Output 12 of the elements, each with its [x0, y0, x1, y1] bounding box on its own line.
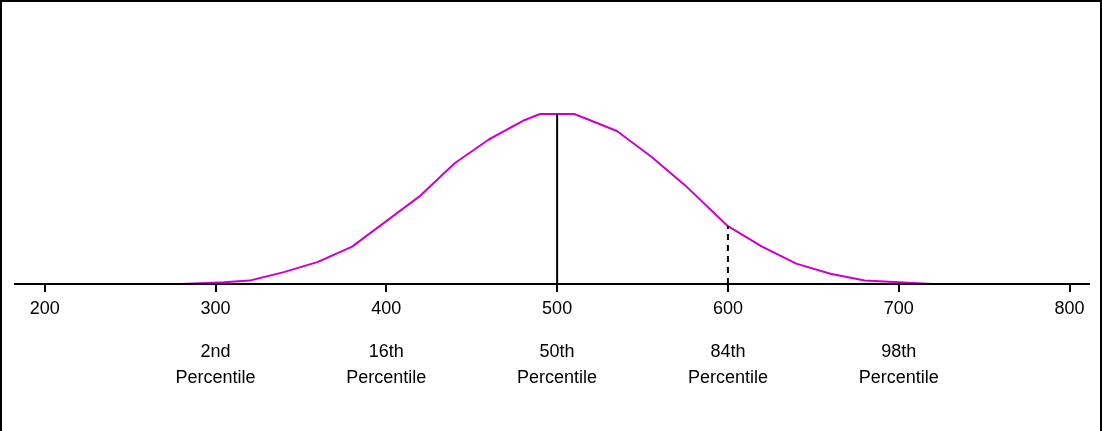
x-tick-label: 500	[542, 297, 573, 318]
x-tick-label: 400	[371, 297, 402, 318]
x-tick-label: 700	[883, 297, 914, 318]
text: 16th Percentile	[345, 340, 428, 389]
x-tick-label: 600	[712, 297, 743, 318]
x-tick-label: 800	[1054, 297, 1085, 318]
text: 2nd Percentile	[174, 340, 257, 389]
text: 50th Percentile	[516, 340, 599, 389]
text: 98th Percentile	[857, 340, 940, 389]
x-tick-label: 300	[200, 297, 231, 318]
text: 84th Percentile	[686, 340, 769, 389]
x-tick-label: 200	[29, 297, 60, 318]
